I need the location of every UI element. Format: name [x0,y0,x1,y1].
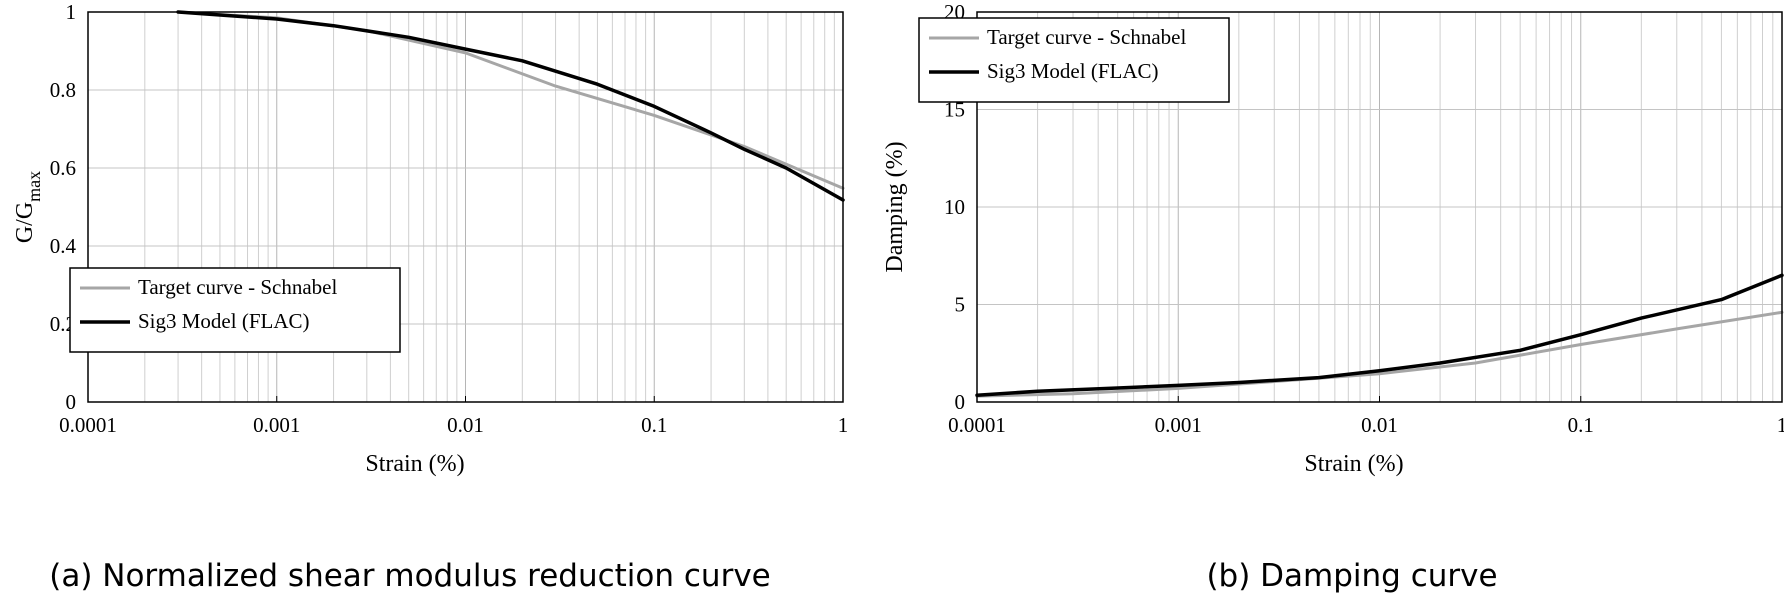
legend-label-1: Sig3 Model (FLAC) [987,59,1159,83]
x-tick-label: 0.0001 [948,413,1006,437]
y-tick-label: 5 [955,293,966,317]
y-tick-label: 0.6 [50,156,76,180]
figure-caption: (a) Normalized shear modulus reduction c… [49,558,771,594]
y-tick-label: 10 [944,195,965,219]
series-line-1 [975,273,1784,397]
series-line-0 [975,310,1784,398]
legend-label-0: Target curve - Schnabel [987,25,1186,49]
x-tick-label: 1 [838,413,849,437]
x-axis-label: Strain (%) [1304,451,1403,477]
y-tick-label: 0.4 [50,234,77,258]
x-tick-label: 0.001 [253,413,300,437]
x-tick-label: 0.01 [1361,413,1398,437]
y-tick-label: 15 [944,98,965,122]
chart-panel-0: 0.0001 0.001 0.01 0.1 100.20.40.60.81Strain … [12,0,848,594]
x-tick-label: 0.1 [1568,413,1594,437]
y-axis-label-main: Damping (%) [882,141,908,272]
y-axis-label-main: G/G [12,202,38,243]
x-tick-label: 0.0001 [59,413,117,437]
figure-caption: (b) Damping curve [1206,558,1497,594]
y-axis-label: G/Gmax [12,171,44,243]
y-axis-label-subscript: max [24,171,44,202]
y-tick-label: 0.8 [50,78,76,102]
legend-label-0: Target curve - Schnabel [138,275,337,299]
legend-box [69,267,401,353]
y-tick-label: 1 [66,0,77,24]
y-tick-label: 0 [955,390,966,414]
x-tick-label: 0.01 [447,413,484,437]
y-tick-label: 0 [66,390,77,414]
x-tick-label: 1 [1777,413,1784,437]
legend-box [918,17,1230,103]
legend: Target curve - Schnabel Sig3 Model (FLAC) [69,267,401,353]
x-tick-label: 0.001 [1155,413,1202,437]
x-axis-label: Strain (%) [365,451,464,477]
series-line-1 [176,10,845,202]
legend: Target curve - Schnabel Sig3 Model (FLAC) [918,17,1230,103]
legend-label-1: Sig3 Model (FLAC) [138,309,310,333]
grid [976,11,1782,403]
y-axis-label: Damping (%) [882,141,908,272]
x-tick-label: 0.1 [641,413,667,437]
